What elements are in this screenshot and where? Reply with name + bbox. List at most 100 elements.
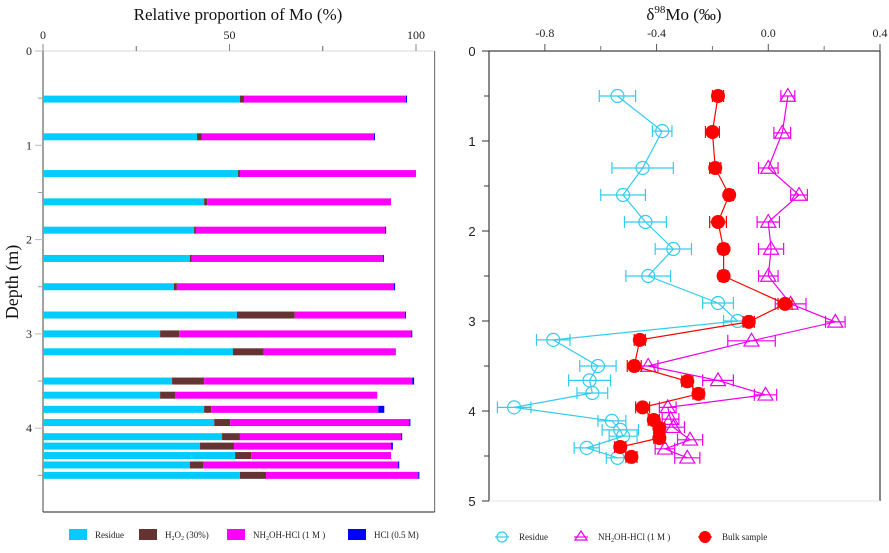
bar-segment-hcl [382,254,384,262]
bar-segment-nh2ohhcl [195,226,386,234]
right-y-tick-label: 2 [468,224,475,239]
open-circle-marker [666,241,681,257]
right-x-tick-label: 0.4 [873,26,888,40]
bar-segment-nh2ohhcl [263,348,396,356]
left-panel-stacked-bar-chart: Relative proportion of Mo (%) Depth (m) … [2,5,436,542]
legend-filled-circle-icon [699,531,711,543]
right-x-tick-label: 0.0 [761,26,776,40]
legend-item: Residue [495,531,548,543]
bar-segment-nh2ohhcl [176,283,394,291]
legend-label: Bulk sample [722,532,767,542]
filled-circle-marker [716,242,731,256]
stacked-bar [43,226,387,234]
right-x-tick-label: -0.8 [535,26,554,40]
legend-label: Residue [519,532,548,542]
legend-label-part: NH [253,530,266,540]
open-triangle-marker [759,213,777,228]
bar-segment-nh2ohhcl [191,254,383,262]
right-y-tick-label: 1 [468,134,475,149]
right-title-delta: δ [646,5,654,24]
bar-segment-hcl [385,226,387,234]
left-axes: 0 50 100 0 1 2 3 4 [26,28,436,513]
filled-circle-marker [708,161,723,175]
open-triangle-marker [709,371,727,387]
stacked-bar [43,283,396,291]
open-circle-marker [546,332,561,347]
right-axes: -0.8 -0.4 0.0 0.4 0 1 2 3 4 5 [468,26,887,509]
open-circle-marker [615,187,631,203]
bar-segment-h2o2 [197,133,202,141]
filled-circle-marker [778,296,793,311]
bar-segment-h2o2 [239,471,267,479]
bar-segment-nh2ohhcl [244,95,406,103]
bar-segment-h2o2 [222,433,240,441]
bar-segment-hcl [404,311,406,319]
filled-circle-marker [722,188,737,202]
bar-segment-hcl [405,95,408,103]
left-y-tick-label: 0 [26,44,32,58]
bar-segment-residue [43,254,190,262]
left-legend: Residue H2O2 (30%) NH2OH-HCl (1 M ) HCl (0.… [69,529,419,542]
right-y-tick-label: 0 [468,44,475,59]
legend-item: H2O2 (30%) [139,529,209,542]
left-y-axis-label: Depth (m) [2,245,23,319]
filled-circle-marker [627,359,642,373]
bar-segment-hcl [418,471,420,479]
legend-label-sub: 2 [611,538,614,544]
filled-circle-marker [635,400,650,415]
open-circle-marker [579,440,594,455]
legend-swatch [227,529,245,540]
legend-item: HCl (0.5 M) [348,529,419,540]
right-y-tick-label: 4 [468,404,475,419]
left-y-tick-label: 2 [26,233,32,247]
stacked-bar [43,170,416,178]
bar-segment-residue [43,461,190,469]
bar-segment-h2o2 [239,95,245,103]
bar-segment-hcl [398,461,400,469]
left-y-tick-label: 1 [26,138,32,152]
legend-label-part: OH-HCl (1 M ) [269,530,325,540]
bar-segment-nh2ohhcl [204,377,413,385]
bar-segment-hcl [391,442,393,450]
legend-label-sub: 2 [172,536,175,542]
open-circle-marker [507,400,522,415]
legend-label: NH2OH-HCl (1 M ) [253,530,325,542]
stacked-bar [43,405,385,413]
series-bulk [613,89,793,464]
open-triangle-marker [756,386,775,401]
legend-label: H2O2 (30%) [165,530,209,542]
right-y-tick-label: 5 [468,494,475,509]
left-y-tick-label: 4 [26,421,32,435]
bar-segment-nh2ohhcl [233,442,392,450]
left-x-tick-label: 0 [40,28,46,42]
filled-circle-marker [741,314,756,329]
stacked-bar [43,442,393,450]
bar-segment-h2o2 [189,461,204,469]
open-triangle-marker [664,418,682,434]
right-chart-title: δ98Mo (‰) [646,4,721,24]
open-circle-marker [610,88,625,104]
filled-circle-marker [624,449,639,464]
legend-label-sub: 2 [181,536,184,542]
bar-segment-hcl [378,405,385,413]
bar-segment-hcl [373,133,375,141]
bar-segment-hcl [411,330,413,338]
legend-item: Residue [69,529,124,540]
bar-segment-residue [43,348,233,356]
bar-segment-residue [43,95,240,103]
legend-label-part: NH [598,532,611,542]
bar-segment-h2o2 [236,311,295,319]
stacked-bar [43,133,375,141]
filled-circle-marker [632,332,647,347]
open-triangle-marker [762,240,780,255]
bar-segment-h2o2 [160,391,176,399]
open-circle-marker [590,358,606,374]
bar-segment-nh2ohhcl [207,198,392,206]
bar-segment-h2o2 [172,377,205,385]
legend-item: NH2OH-HCl (1 M ) [573,529,670,544]
stacked-bar [43,254,384,262]
stacked-bar [43,311,406,319]
open-triangle-marker [639,357,657,372]
left-bars [43,95,420,479]
